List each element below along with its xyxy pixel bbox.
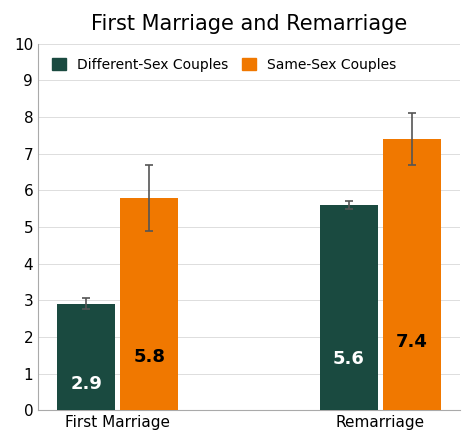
- Text: 5.8: 5.8: [133, 348, 165, 366]
- Bar: [320, 205, 378, 410]
- Text: 5.6: 5.6: [333, 350, 365, 368]
- Bar: [383, 139, 441, 410]
- Bar: [57, 304, 115, 410]
- Text: 7.4: 7.4: [396, 333, 428, 352]
- Bar: [120, 198, 178, 410]
- Legend: Different-Sex Couples, Same-Sex Couples: Different-Sex Couples, Same-Sex Couples: [45, 51, 403, 79]
- Title: First Marriage and Remarriage: First Marriage and Remarriage: [91, 14, 407, 34]
- Text: 2.9: 2.9: [70, 375, 102, 392]
